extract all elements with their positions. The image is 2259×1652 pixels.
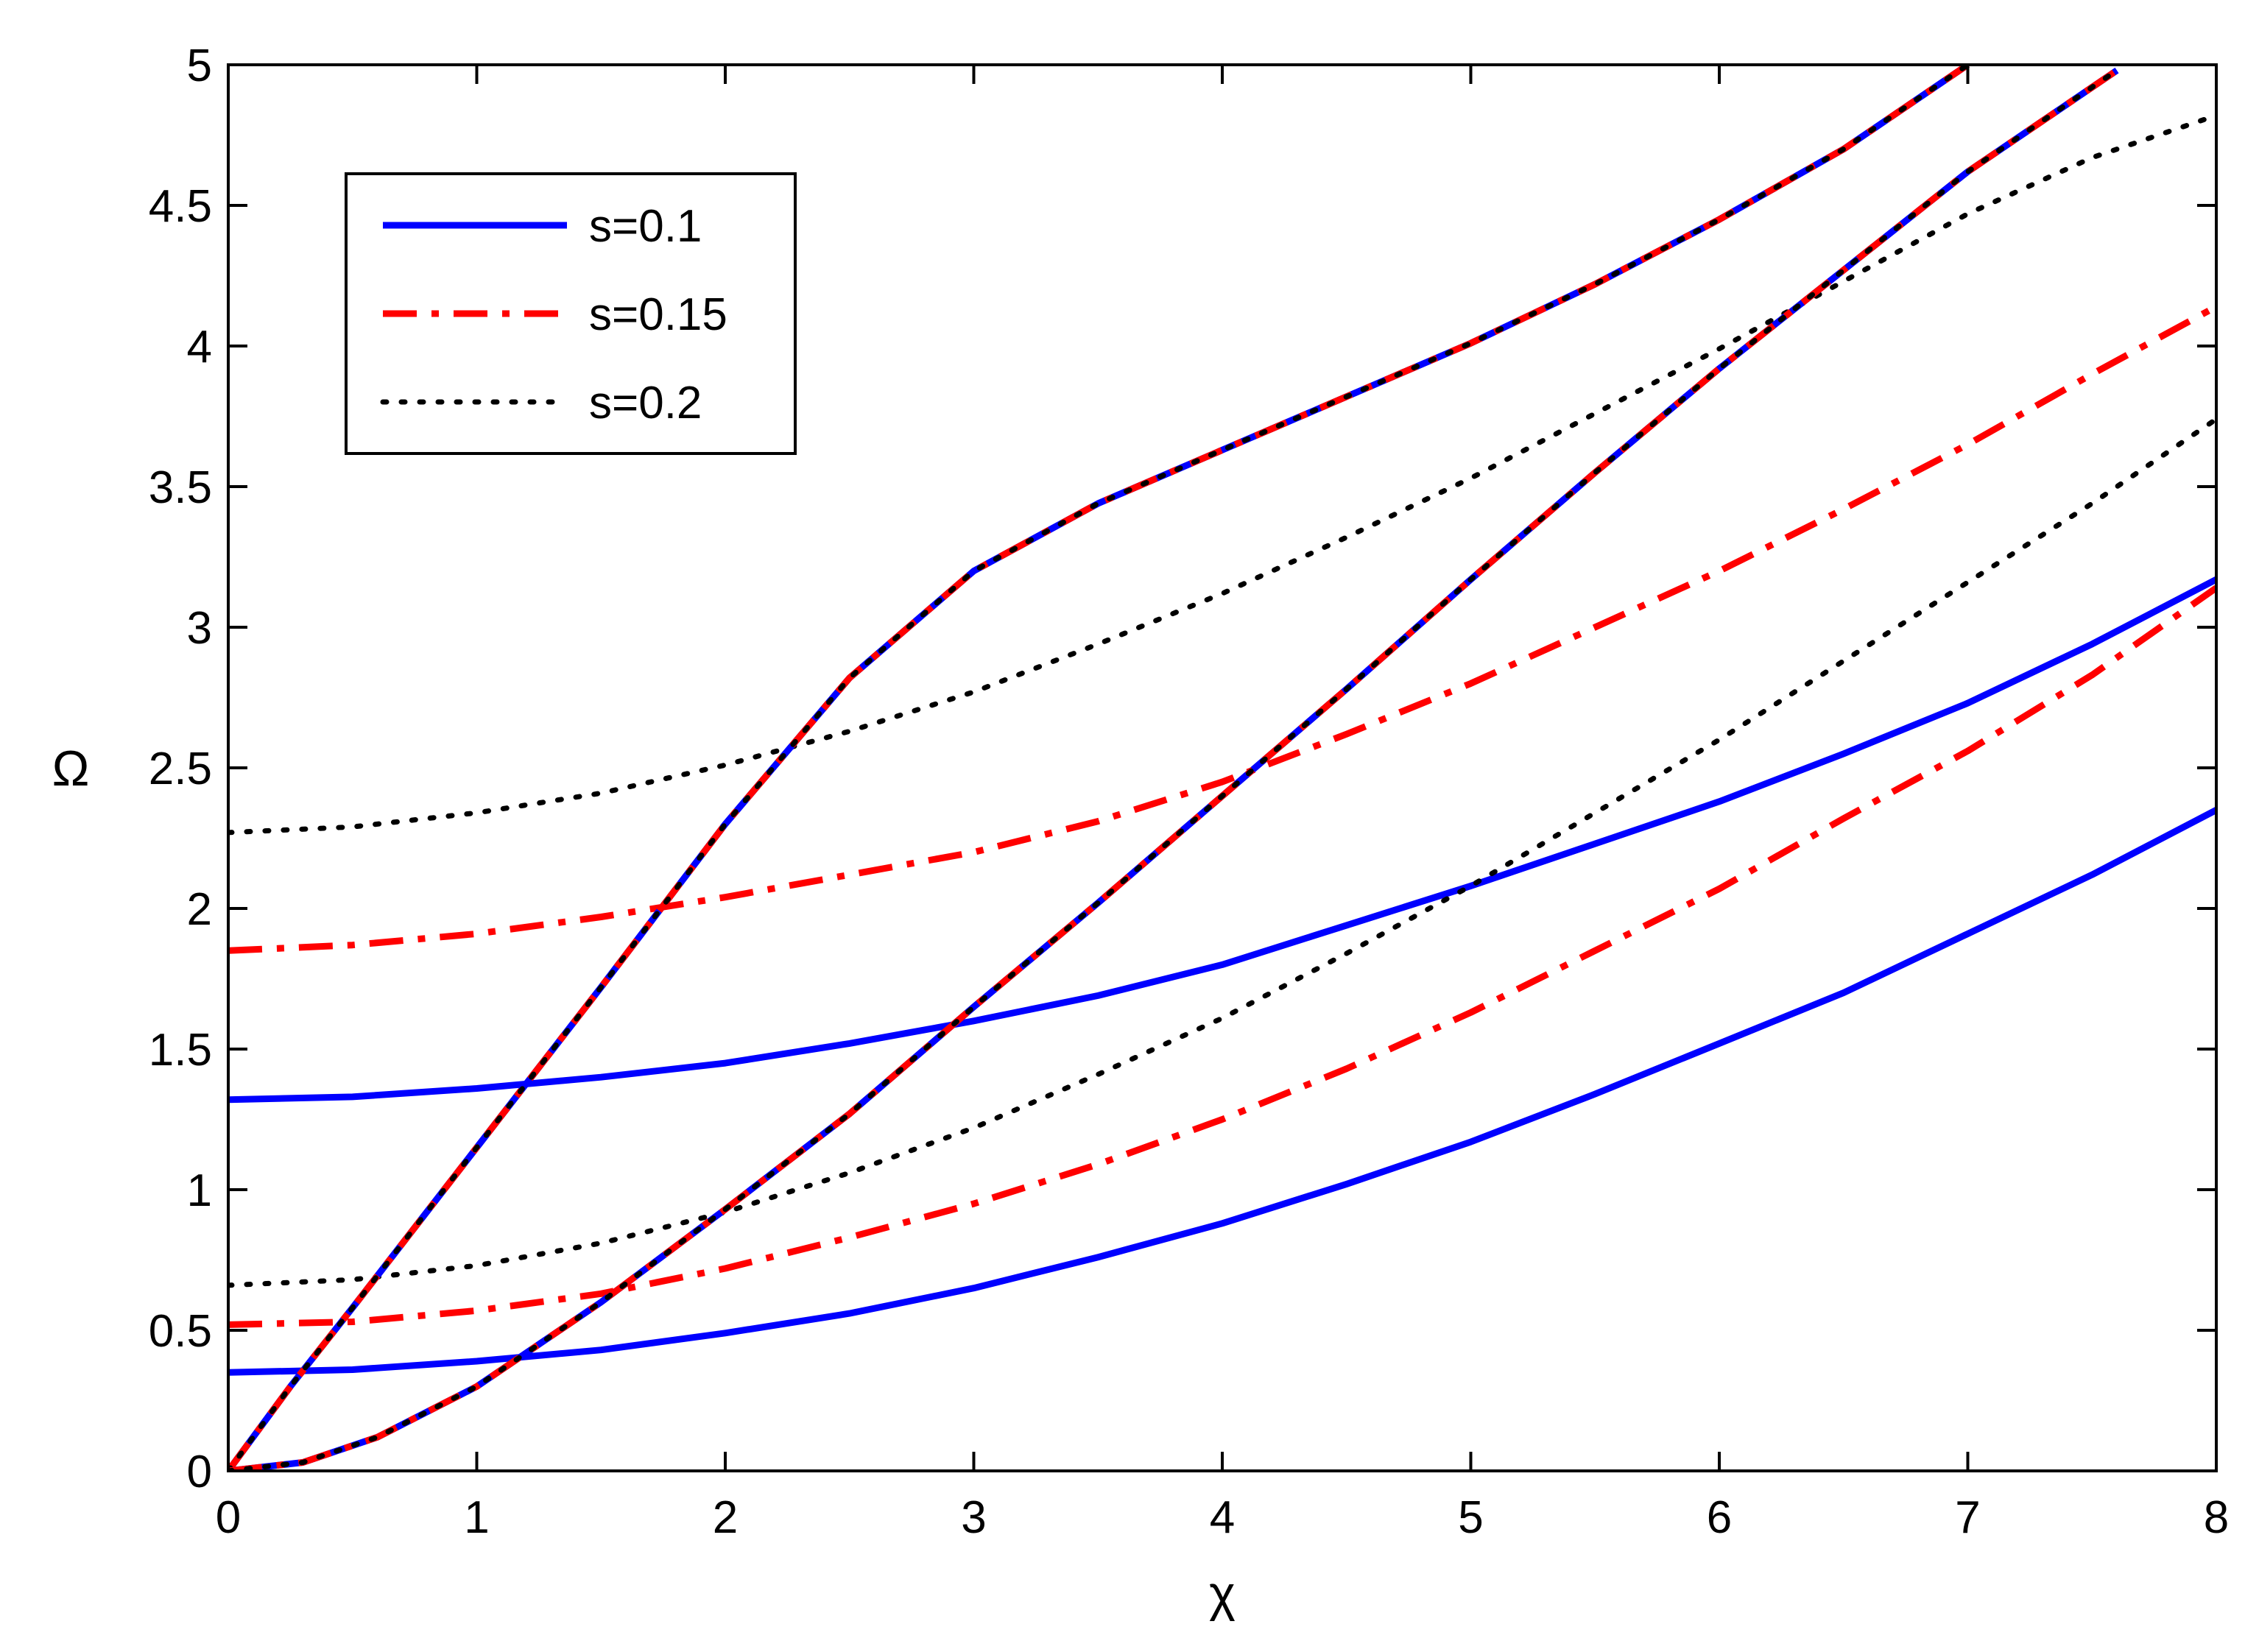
series-line-2 xyxy=(228,303,2216,954)
series-line-1 xyxy=(228,807,2216,1376)
x-tick-label: 8 xyxy=(2204,1492,2229,1543)
series-line-6-dashdot xyxy=(228,65,1970,1471)
x-tick-label: 1 xyxy=(464,1492,489,1543)
y-ticks: 0 0.5 1 1.5 2 2.5 3 3.5 4 4.5 5 xyxy=(149,40,2216,1497)
y-tick-label: 1 xyxy=(187,1165,212,1216)
curves-layer xyxy=(228,65,2216,1471)
series-line-5 xyxy=(228,416,2216,1288)
x-tick-label: 5 xyxy=(1458,1492,1483,1543)
y-tick-label: 4 xyxy=(187,322,212,373)
y-tick-label: 5 xyxy=(187,40,212,91)
x-tick-label: 2 xyxy=(713,1492,738,1543)
y-tick-label: 0 xyxy=(187,1447,212,1497)
legend-box xyxy=(345,172,797,455)
x-tick-label: 4 xyxy=(1210,1492,1235,1543)
x-tick-label: 0 xyxy=(216,1492,241,1543)
x-tick-label: 3 xyxy=(961,1492,986,1543)
y-tick-label: 4.5 xyxy=(149,181,212,232)
y-axis-label: Ω xyxy=(52,741,90,797)
legend-label: s=0.2 xyxy=(589,378,702,428)
x-tick-label: 6 xyxy=(1707,1492,1732,1543)
y-tick-label: 2.5 xyxy=(149,744,212,794)
legend: s=0.1 s=0.15 s=0.2 xyxy=(345,172,797,455)
x-tick-label: 7 xyxy=(1955,1492,1980,1543)
legend-label: s=0.15 xyxy=(589,289,727,340)
x-axis-label: χ xyxy=(1209,1566,1236,1622)
x-ticks: 0 1 2 3 4 5 6 7 8 xyxy=(216,65,2229,1543)
y-tick-label: 2 xyxy=(187,884,212,935)
legend-label: s=0.1 xyxy=(589,201,702,252)
series-line-7-dashdot xyxy=(228,67,2119,1471)
series-line-3 xyxy=(228,585,2216,1328)
y-tick-label: 1.5 xyxy=(149,1025,212,1076)
series-line-7-dotted xyxy=(228,68,2120,1471)
y-tick-label: 3 xyxy=(187,603,212,654)
series-line-4 xyxy=(228,113,2216,836)
series-line-0 xyxy=(228,576,2216,1104)
y-tick-label: 3.5 xyxy=(149,462,212,513)
y-tick-label: 0.5 xyxy=(149,1306,212,1357)
